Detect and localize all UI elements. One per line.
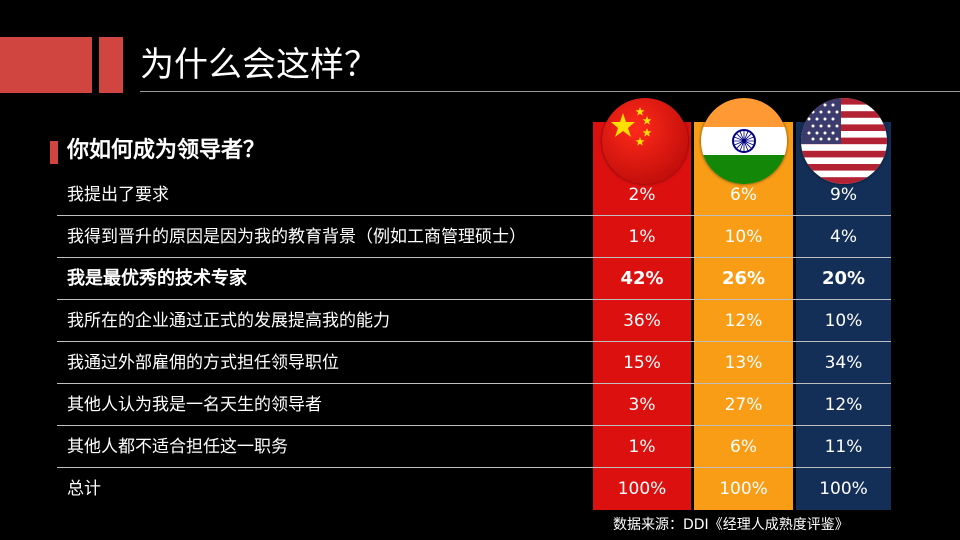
row-divider (57, 257, 891, 258)
china-flag-icon (602, 98, 688, 184)
table-row: 我提出了要求 2% 6% 9% (57, 174, 891, 216)
china-value: 36% (623, 311, 661, 331)
row-divider (57, 215, 891, 216)
table-row-highlighted: 我是最优秀的技术专家 42% 26% 20% (57, 258, 891, 300)
india-value: 10% (724, 227, 763, 247)
table-row: 我得到晋升的原因是因为我的教育背景（例如工商管理硕士） 1% 10% 4% (57, 216, 891, 258)
usa-value: 11% (824, 437, 863, 457)
india-value: 26% (721, 268, 766, 289)
india-value: 100% (719, 479, 768, 499)
usa-value: 4% (830, 227, 857, 247)
table-row: 其他人认为我是一名天生的领导者 3% 27% 12% (57, 384, 891, 426)
india-value: 6% (730, 185, 757, 205)
row-divider (57, 383, 891, 384)
row-label: 其他人认为我是一名天生的领导者 (67, 395, 322, 415)
row-label: 其他人都不适合担任这一职务 (67, 437, 288, 457)
usa-flag-icon (801, 98, 887, 184)
usa-value: 20% (821, 268, 866, 289)
china-value: 1% (628, 227, 656, 247)
china-value: 1% (628, 437, 656, 457)
usa-column-background (796, 122, 891, 510)
usa-value: 100% (819, 479, 868, 499)
usa-value: 34% (824, 353, 863, 373)
china-value: 2% (628, 185, 656, 205)
india-value: 27% (724, 395, 763, 415)
china-value: 100% (617, 479, 667, 499)
table-row-total: 总计 100% 100% 100% (57, 468, 891, 510)
row-label: 我所在的企业通过正式的发展提高我的能力 (67, 311, 390, 331)
usa-value: 10% (824, 311, 863, 331)
india-column-background (694, 122, 793, 510)
row-label: 我通过外部雇佣的方式担任领导职位 (67, 353, 339, 373)
section-marker (50, 141, 58, 164)
section-heading: 你如何成为领导者？ (67, 138, 266, 163)
row-divider (57, 341, 891, 342)
source-citation: 数据来源：DDI《经理人成熟度评鉴》 (613, 517, 849, 533)
china-value: 15% (623, 353, 661, 373)
table-row: 其他人都不适合担任这一职务 1% 6% 11% (57, 426, 891, 468)
india-value: 12% (724, 311, 763, 331)
row-divider (57, 467, 891, 468)
table-row: 我通过外部雇佣的方式担任领导职位 15% 13% 34% (57, 342, 891, 384)
india-flag-icon (701, 98, 787, 184)
title-accent-block (0, 37, 92, 93)
title-divider (140, 91, 960, 92)
china-column-background (593, 122, 691, 510)
usa-value: 9% (830, 185, 857, 205)
row-divider (57, 299, 891, 300)
row-label: 我是最优秀的技术专家 (67, 268, 247, 289)
china-value: 42% (620, 268, 664, 289)
row-label: 我提出了要求 (67, 185, 169, 205)
india-value: 6% (730, 437, 757, 457)
usa-value: 12% (824, 395, 863, 415)
china-value: 3% (628, 395, 656, 415)
row-divider (57, 425, 891, 426)
title-accent-bar (99, 37, 123, 93)
row-label: 总计 (67, 479, 101, 499)
india-value: 13% (724, 353, 763, 373)
row-label: 我得到晋升的原因是因为我的教育背景（例如工商管理硕士） (67, 227, 526, 247)
table-row: 我所在的企业通过正式的发展提高我的能力 36% 12% 10% (57, 300, 891, 342)
slide-title: 为什么会这样？ (140, 45, 378, 85)
